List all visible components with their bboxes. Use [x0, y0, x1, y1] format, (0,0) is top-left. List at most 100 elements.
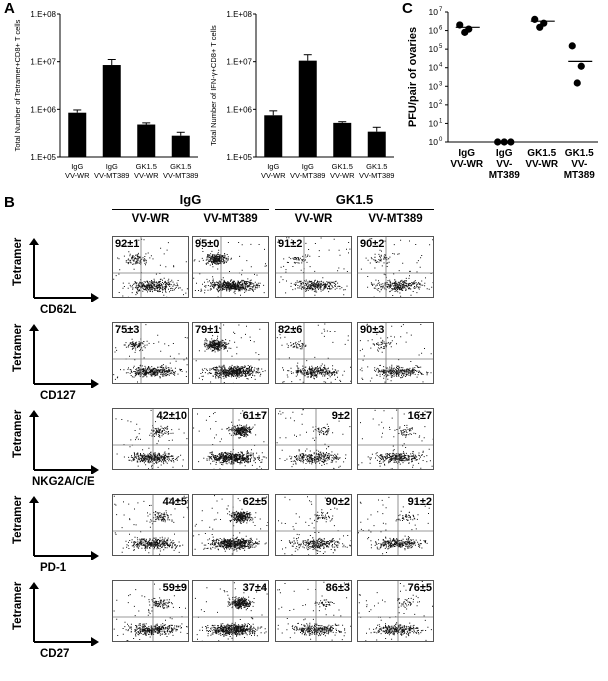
y-axis-label-tetramer: Tetramer: [12, 581, 24, 630]
y-tick-label: 1.E+08: [30, 10, 56, 19]
flow-dots: [276, 409, 351, 469]
percentage-label: 92±1: [115, 238, 140, 250]
x-axis-label: CD27: [40, 648, 70, 660]
y-tick-label: 1.E+08: [226, 10, 252, 19]
flow-plot: [275, 408, 352, 470]
x-tick-label: VV-: [496, 159, 512, 170]
event-dots: [115, 409, 188, 469]
y-tick-label: 10: [429, 137, 439, 147]
x-tick-label: VV-MT389: [290, 171, 325, 180]
column-label: VV-WR: [294, 213, 333, 225]
bar: [264, 115, 283, 157]
panel-label-a: A: [4, 0, 15, 17]
flow-dots: [358, 323, 433, 383]
y-tick-exponent: 7: [439, 7, 443, 13]
x-tick-label: GK1.5: [527, 148, 556, 159]
bar: [367, 131, 386, 157]
flow-plot: [275, 322, 352, 384]
x-arrow-head: [91, 637, 99, 647]
percentage-label: 82±6: [278, 324, 303, 336]
x-tick-label: MT389: [489, 170, 521, 181]
flow-plot: [357, 580, 434, 642]
x-tick-label: VV-WR: [134, 171, 159, 180]
group-underline: [275, 209, 434, 210]
y-tick-label: 10: [429, 26, 439, 36]
data-point: [573, 79, 581, 87]
y-axis-label-tetramer: Tetramer: [12, 237, 24, 286]
flow-plot: [112, 580, 189, 642]
flow-dots: [276, 237, 351, 297]
y-tick-label: 10: [429, 63, 439, 73]
flow-dots: [113, 581, 188, 641]
x-tick-label: VV-: [571, 159, 587, 170]
y-tick-exponent: 2: [439, 100, 443, 106]
y-tick-label: 10: [429, 81, 439, 91]
data-point: [500, 138, 508, 146]
bar: [333, 122, 352, 157]
column-label: VV-MT389: [203, 213, 258, 225]
panel-label-c: C: [402, 0, 413, 17]
flow-dots: [358, 581, 433, 641]
percentage-label: 61±7: [242, 410, 267, 422]
percentage-label: 75±3: [115, 324, 140, 336]
event-dots: [360, 238, 433, 297]
group-label-igg: IgG: [179, 192, 202, 207]
y-tick-label: 1.E+07: [30, 58, 56, 67]
event-dots: [113, 238, 188, 297]
x-tick-label: IgG: [267, 162, 279, 171]
x-arrow-head: [91, 551, 99, 561]
percentage-label: 86±3: [325, 582, 350, 594]
percentage-label: 37±4: [242, 582, 267, 594]
axis-arrows: [29, 410, 99, 475]
percentage-label: 62±5: [242, 496, 267, 508]
x-tick-label: VV-WR: [525, 159, 559, 170]
flow-plot: [357, 494, 434, 556]
flow-plot: [192, 322, 269, 384]
y-arrow-head: [29, 324, 39, 331]
x-tick-label: VV-MT389: [163, 171, 198, 180]
event-dots: [194, 582, 268, 641]
x-tick-label: VV-WR: [330, 171, 355, 180]
x-tick-label: IgG: [71, 162, 83, 171]
flow-plot: [112, 236, 189, 298]
x-tick-label: GK1.5: [366, 162, 387, 171]
y-axis-label-tetramer: Tetramer: [12, 323, 24, 372]
y-tick-label: 1.E+06: [30, 105, 56, 114]
bar: [171, 135, 190, 157]
x-tick-label: VV-MT389: [359, 171, 394, 180]
event-dots: [358, 409, 433, 469]
y-tick-exponent: 1: [439, 118, 443, 124]
flow-dots: [193, 495, 268, 555]
flow-plot: [112, 408, 189, 470]
flow-dots: [193, 323, 268, 383]
flow-dots: [276, 581, 351, 641]
bar: [298, 60, 317, 157]
percentage-label: 95±0: [195, 238, 220, 250]
y-tick-label: 10: [429, 44, 439, 54]
y-axis-label: Total Number of Tetramer+CD8+ T cells: [13, 19, 22, 151]
row-axis: [28, 582, 100, 647]
percentage-label: 79±1: [195, 324, 220, 336]
y-arrow-head: [29, 238, 39, 245]
row-axis: [28, 324, 100, 389]
row-axis: [28, 238, 100, 303]
data-point: [531, 15, 539, 23]
percentage-label: 16±7: [407, 410, 432, 422]
x-tick-label: GK1.5: [136, 162, 157, 171]
flow-dots: [193, 409, 268, 469]
percentage-label: 91±2: [278, 238, 303, 250]
flow-plot: [275, 236, 352, 298]
event-dots: [358, 581, 433, 641]
flow-plot: [357, 408, 434, 470]
x-tick-label: IgG: [106, 162, 118, 171]
axis-arrows: [29, 582, 99, 647]
x-tick-label: IgG: [302, 162, 314, 171]
data-point: [494, 138, 502, 146]
flow-plot: [275, 494, 352, 556]
flow-dots: [276, 323, 351, 383]
percentage-label: 9±2: [331, 410, 350, 422]
flow-dots: [358, 495, 433, 555]
flow-dots: [113, 495, 188, 555]
percentage-label: 59±9: [162, 582, 187, 594]
bar: [102, 65, 121, 157]
